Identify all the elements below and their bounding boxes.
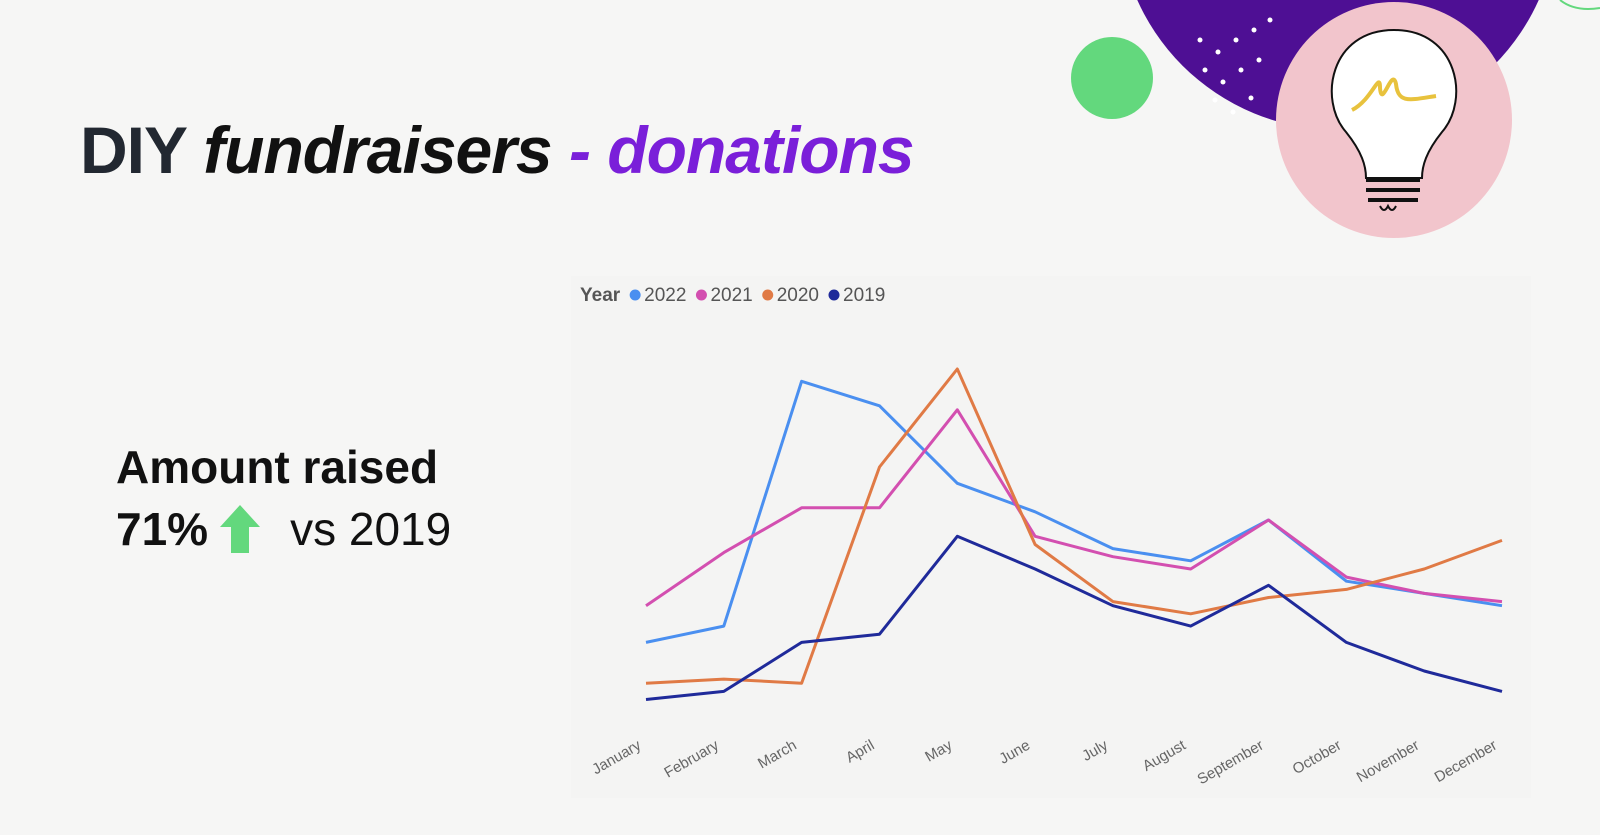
x-tick-label: November (1354, 737, 1422, 786)
kpi-row: 71% vs 2019 (116, 502, 451, 556)
dots (1197, 17, 1273, 115)
bulb-base (1366, 178, 1420, 202)
x-tick-label: September (1195, 737, 1267, 788)
title-italic: fundraisers (203, 113, 552, 187)
legend-marker (762, 289, 774, 301)
kpi: Amount raised 71% vs 2019 (116, 440, 451, 556)
kpi-label: Amount raised (116, 441, 439, 493)
legend-label: 2019 (843, 285, 885, 306)
legend-marker (629, 289, 641, 301)
legend-label: 2022 (644, 285, 686, 306)
series-line (645, 534, 1503, 701)
x-tick-label: August (1140, 736, 1190, 774)
x-tick-label: December (1432, 737, 1500, 786)
series-line (645, 367, 1503, 685)
legend-title: Year (580, 285, 621, 306)
bulb-tip (1379, 203, 1397, 211)
green-circle (1071, 37, 1153, 119)
up-arrow (220, 505, 261, 553)
x-tick-label: July (1079, 736, 1111, 764)
legend-label: 2021 (710, 285, 752, 306)
x-tick-label: April (843, 737, 877, 767)
green-arc (1559, 0, 1600, 10)
x-tick-label: January (589, 736, 644, 778)
page-title: DIY fundraisers - donations (80, 112, 915, 188)
legend-label: 2020 (777, 285, 819, 306)
x-tick-label: May (922, 736, 955, 765)
kpi-change: 71% (116, 503, 209, 555)
title-plain: DIY (80, 113, 187, 187)
filament (1350, 77, 1437, 112)
series-line (645, 379, 1503, 644)
title-accent: - donations (569, 113, 915, 187)
x-tick-label: October (1290, 737, 1345, 778)
kpi-comparison: vs 2019 (290, 503, 452, 555)
legend-marker (695, 289, 707, 301)
chart-panel (571, 276, 1531, 798)
x-tick-label: June (996, 737, 1033, 768)
x-tick-label: March (755, 737, 800, 773)
series-line (645, 408, 1503, 607)
x-tick-label: February (661, 736, 722, 781)
legend-marker (828, 289, 840, 301)
